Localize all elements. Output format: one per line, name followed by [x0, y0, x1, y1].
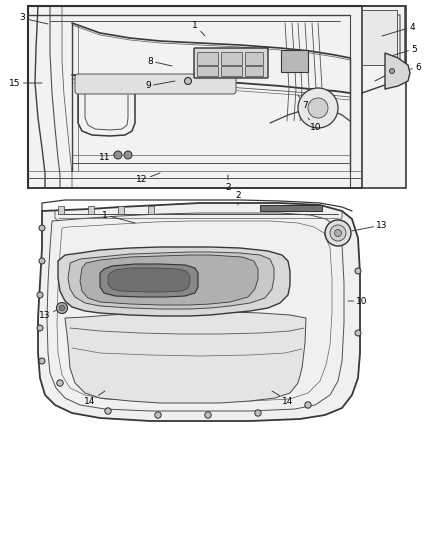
- Circle shape: [389, 69, 395, 74]
- Circle shape: [335, 230, 342, 237]
- Polygon shape: [100, 264, 198, 297]
- FancyBboxPatch shape: [28, 6, 406, 188]
- Text: 3: 3: [19, 13, 48, 24]
- Text: 14: 14: [84, 391, 105, 406]
- Bar: [260, 205, 322, 211]
- Text: 10: 10: [308, 118, 322, 132]
- FancyBboxPatch shape: [198, 52, 219, 66]
- FancyBboxPatch shape: [222, 67, 243, 77]
- Text: 6: 6: [398, 63, 421, 72]
- Circle shape: [308, 98, 328, 118]
- Polygon shape: [65, 312, 306, 403]
- Circle shape: [114, 151, 122, 159]
- Circle shape: [255, 410, 261, 416]
- FancyBboxPatch shape: [362, 10, 397, 65]
- Bar: [148, 206, 154, 214]
- Text: 4: 4: [382, 22, 415, 36]
- Circle shape: [355, 330, 361, 336]
- Text: 10: 10: [348, 296, 368, 305]
- Polygon shape: [80, 255, 258, 305]
- Circle shape: [184, 77, 191, 85]
- FancyBboxPatch shape: [194, 48, 268, 78]
- Text: 12: 12: [136, 173, 160, 184]
- Circle shape: [305, 402, 311, 408]
- Circle shape: [59, 305, 65, 311]
- Text: 1: 1: [192, 20, 205, 36]
- Circle shape: [37, 292, 43, 298]
- Polygon shape: [108, 268, 190, 292]
- Circle shape: [39, 225, 45, 231]
- Text: 9: 9: [145, 81, 175, 91]
- Text: 2: 2: [235, 190, 241, 205]
- Circle shape: [330, 225, 346, 241]
- Text: 13: 13: [352, 221, 388, 231]
- Polygon shape: [68, 252, 274, 309]
- Text: 5: 5: [388, 44, 417, 57]
- Polygon shape: [58, 247, 290, 316]
- FancyBboxPatch shape: [75, 74, 236, 94]
- Text: 15: 15: [9, 78, 42, 87]
- Circle shape: [57, 380, 63, 386]
- Circle shape: [105, 408, 111, 414]
- Text: 2: 2: [225, 175, 231, 191]
- Text: 11: 11: [99, 152, 118, 161]
- Circle shape: [298, 88, 338, 128]
- FancyBboxPatch shape: [281, 50, 308, 72]
- Circle shape: [155, 412, 161, 418]
- Text: 8: 8: [147, 56, 172, 66]
- FancyBboxPatch shape: [246, 52, 264, 66]
- Circle shape: [39, 358, 45, 364]
- FancyBboxPatch shape: [198, 67, 219, 77]
- Circle shape: [124, 151, 132, 159]
- Text: 7: 7: [298, 95, 308, 109]
- Bar: [58, 206, 64, 214]
- Circle shape: [325, 220, 351, 246]
- FancyBboxPatch shape: [246, 67, 264, 77]
- Bar: [118, 206, 124, 214]
- Circle shape: [39, 258, 45, 264]
- FancyBboxPatch shape: [222, 52, 243, 66]
- Text: 14: 14: [272, 391, 294, 406]
- Circle shape: [57, 303, 67, 313]
- Bar: [88, 206, 94, 214]
- Circle shape: [37, 325, 43, 331]
- Text: 13: 13: [39, 308, 62, 319]
- Text: 1: 1: [102, 211, 135, 223]
- Polygon shape: [385, 53, 410, 89]
- Circle shape: [205, 412, 211, 418]
- Polygon shape: [38, 203, 360, 421]
- Circle shape: [355, 268, 361, 274]
